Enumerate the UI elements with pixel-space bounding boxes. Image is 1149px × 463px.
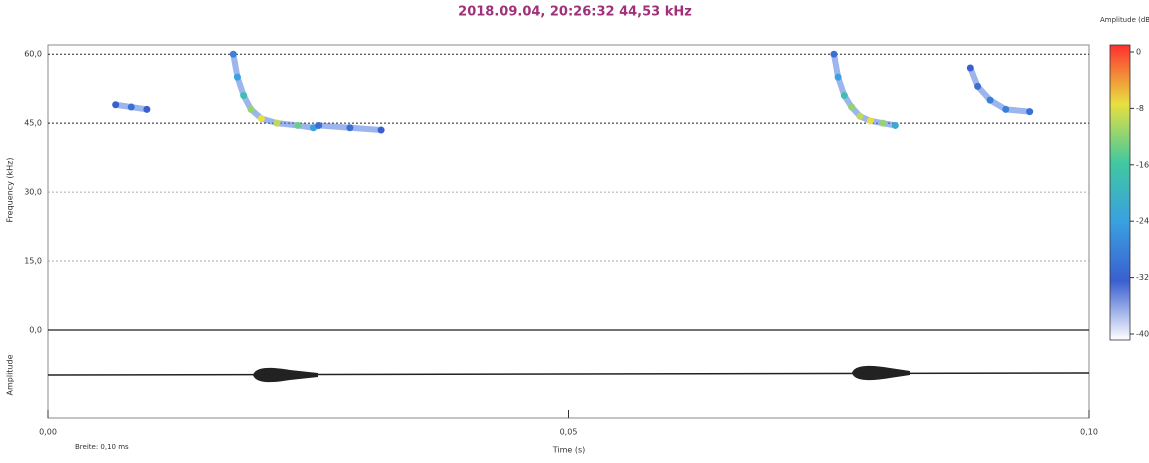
call-trace (230, 51, 385, 134)
y-tick-label: 15,0 (24, 257, 42, 266)
call-point (273, 119, 281, 127)
y-tick-label: 30,0 (24, 188, 42, 197)
call-point (848, 103, 856, 111)
colorbar-tick-label: -16 (1136, 160, 1149, 169)
colorbar-tick-label: -40 (1136, 330, 1149, 339)
call-point (1026, 108, 1034, 116)
chart-title: 2018.09.04, 20:26:32 44,53 kHz (458, 5, 692, 20)
x-tick-label: 0,10 (1080, 428, 1098, 437)
call-point (856, 112, 864, 120)
call-point (377, 126, 385, 134)
waveform-burst (852, 365, 910, 381)
call-point (315, 121, 323, 129)
waveform-baseline (47, 372, 1090, 376)
call-point (229, 50, 237, 58)
call-point (247, 105, 255, 113)
colorbar-title: Amplitude (dB) (1100, 16, 1149, 24)
colorbar-tick-label: -32 (1136, 273, 1149, 282)
call-point (112, 101, 120, 109)
call-point (143, 105, 151, 113)
call-point (257, 115, 265, 123)
call-point (346, 124, 354, 132)
y-axis-title: Frequency (kHz) (6, 158, 15, 223)
colorbar (1109, 44, 1131, 341)
x-tick-label: 0,05 (560, 428, 578, 437)
amplitude-title: Amplitude (6, 354, 15, 395)
plot-frame (47, 44, 1090, 419)
waveform-burst (253, 367, 318, 383)
call-trace (830, 51, 899, 129)
x-tick-label: 0,00 (39, 428, 57, 437)
call-point (879, 119, 887, 127)
call-point (840, 92, 848, 100)
call-point (233, 73, 241, 81)
call-trace (967, 64, 1033, 115)
x-axis-title: Time (s) (552, 446, 586, 455)
call-point (834, 73, 842, 81)
colorbar-tick-label: 0 (1136, 48, 1141, 57)
colorbar-tick-label: -24 (1136, 217, 1149, 226)
call-point (127, 103, 135, 111)
call-point (294, 121, 302, 129)
call-point (866, 117, 874, 125)
call-point (891, 121, 899, 129)
colorbar-tick-label: -8 (1136, 104, 1144, 113)
y-tick-label: 60,0 (24, 50, 42, 59)
y-tick-label: 0,0 (29, 326, 42, 335)
call-point (974, 82, 982, 90)
call-point (240, 92, 248, 100)
call-point (1002, 105, 1010, 113)
y-tick-label: 45,0 (24, 119, 42, 128)
note: Breite: 0,10 ms (75, 443, 129, 451)
call-point (986, 96, 994, 104)
call-point (830, 50, 838, 58)
call-point (966, 64, 974, 72)
